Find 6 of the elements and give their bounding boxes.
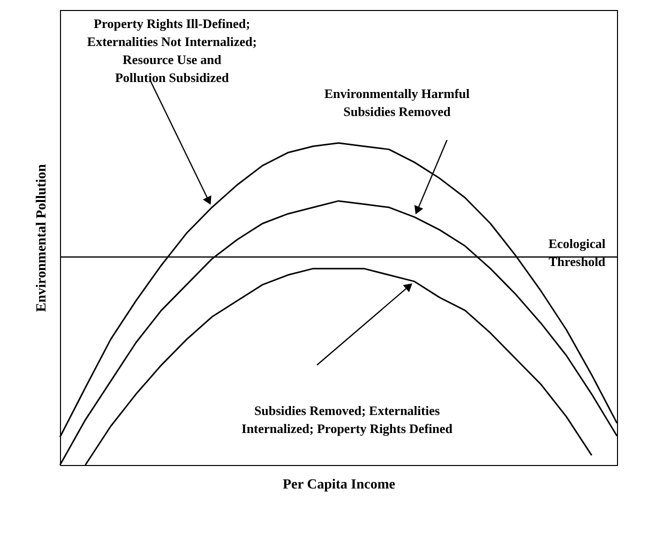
x-axis-title: Per Capita Income <box>282 478 396 492</box>
text: Environmentally Harmful Subsidies Removed <box>324 86 470 119</box>
text: Property Rights Ill-Defined; Externalities Not Internalized; Resource Use and Pollution Subsidized <box>87 16 257 85</box>
ref-line-label: Ecological Threshold <box>548 236 606 269</box>
annotation: Subsidies Removed; Externalities Internalized; Property Rights Defined <box>242 403 454 436</box>
y-axis-title: Environmental Pollution <box>34 164 50 312</box>
